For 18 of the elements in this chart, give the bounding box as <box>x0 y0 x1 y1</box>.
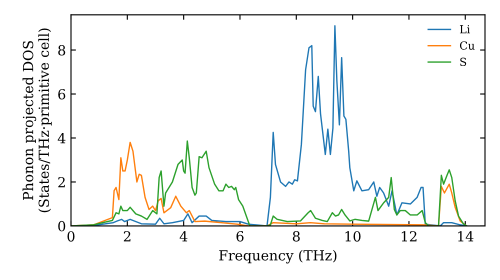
x-tick-label: 0 <box>67 231 74 242</box>
x-tick-label: 8 <box>292 231 300 242</box>
y-tick-label: 2 <box>58 176 65 188</box>
legend-label: Li <box>460 25 470 34</box>
x-axis-title: Frequency (THz) <box>219 250 336 264</box>
y-tick-label: 6 <box>58 88 66 100</box>
x-tick-label: 12 <box>402 231 416 242</box>
legend-label: Cu <box>460 41 475 50</box>
y-tick-label: 0 <box>58 220 66 232</box>
x-tick-label: 6 <box>236 231 244 242</box>
x-tick-label: 14 <box>458 231 474 242</box>
y-axis-title: Phonon projected DOS (States/THz·primitive cell) <box>22 28 52 212</box>
x-tick-label: 4 <box>180 231 188 242</box>
x-tick-label: 10 <box>345 231 361 242</box>
y-tick-label: 8 <box>58 44 66 56</box>
y-tick-label: 4 <box>58 132 66 144</box>
legend-label: S <box>460 58 466 66</box>
x-tick-label: 2 <box>124 231 130 242</box>
